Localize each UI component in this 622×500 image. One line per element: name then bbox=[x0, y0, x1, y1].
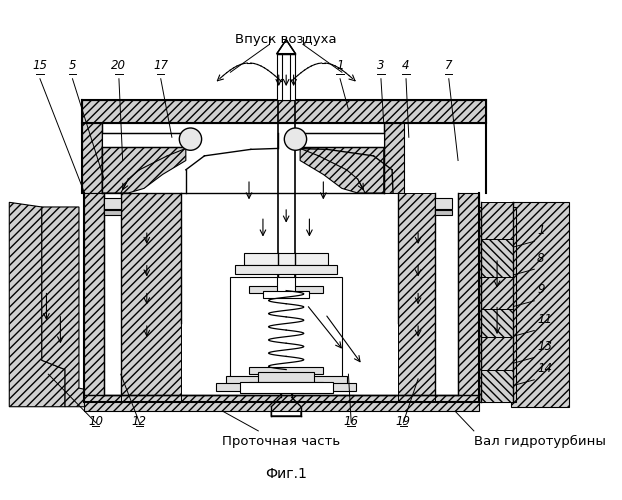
Polygon shape bbox=[511, 202, 569, 406]
Bar bbox=[481, 337, 513, 370]
Bar bbox=[235, 264, 337, 274]
Polygon shape bbox=[277, 40, 295, 54]
Bar bbox=[81, 124, 102, 193]
Bar bbox=[83, 394, 478, 411]
Text: 14: 14 bbox=[537, 362, 552, 375]
Text: Проточная часть: Проточная часть bbox=[223, 434, 341, 448]
Circle shape bbox=[284, 128, 307, 150]
Text: 13: 13 bbox=[537, 340, 552, 353]
Bar bbox=[83, 193, 104, 402]
Text: Впуск воздуха: Впуск воздуха bbox=[235, 33, 337, 46]
Bar bbox=[481, 202, 513, 239]
Bar bbox=[102, 132, 190, 146]
Bar bbox=[230, 276, 342, 384]
Bar bbox=[384, 124, 404, 193]
Bar bbox=[295, 132, 384, 146]
Text: Вал гидротурбины: Вал гидротурбины bbox=[474, 434, 606, 448]
Polygon shape bbox=[478, 207, 516, 402]
Text: 12: 12 bbox=[132, 415, 147, 428]
Bar bbox=[104, 198, 121, 209]
Bar bbox=[244, 254, 328, 264]
Polygon shape bbox=[102, 146, 186, 193]
Text: 8: 8 bbox=[537, 252, 544, 264]
Text: 15: 15 bbox=[32, 59, 47, 72]
Bar bbox=[239, 382, 333, 393]
Bar bbox=[226, 376, 346, 387]
Polygon shape bbox=[300, 146, 384, 193]
Text: 3: 3 bbox=[377, 59, 384, 72]
Bar bbox=[458, 193, 478, 402]
Bar bbox=[277, 276, 295, 295]
Text: 7: 7 bbox=[445, 59, 453, 72]
Bar bbox=[481, 370, 513, 402]
Polygon shape bbox=[42, 207, 102, 406]
Bar bbox=[481, 309, 513, 337]
Bar bbox=[435, 210, 452, 216]
Text: 11: 11 bbox=[537, 313, 552, 326]
Bar bbox=[249, 286, 323, 294]
Bar bbox=[104, 210, 121, 216]
Bar bbox=[216, 384, 356, 391]
Bar bbox=[277, 54, 295, 100]
Text: 16: 16 bbox=[344, 415, 359, 428]
Bar bbox=[263, 290, 309, 298]
Bar bbox=[435, 198, 452, 209]
Text: 4: 4 bbox=[402, 59, 410, 72]
Circle shape bbox=[179, 128, 202, 150]
Text: 5: 5 bbox=[68, 59, 77, 72]
Text: 1: 1 bbox=[537, 224, 544, 236]
Bar bbox=[481, 240, 513, 277]
Bar bbox=[249, 382, 323, 389]
Text: 20: 20 bbox=[111, 59, 126, 72]
Bar bbox=[121, 193, 181, 402]
Polygon shape bbox=[271, 365, 301, 416]
Polygon shape bbox=[9, 202, 65, 406]
Text: 9: 9 bbox=[537, 283, 544, 296]
Text: 17: 17 bbox=[153, 59, 168, 72]
Bar bbox=[397, 193, 435, 402]
Text: 19: 19 bbox=[396, 415, 411, 428]
Bar bbox=[258, 372, 314, 384]
Text: 10: 10 bbox=[88, 415, 103, 428]
Bar bbox=[81, 100, 486, 124]
Text: Фиг.1: Фиг.1 bbox=[265, 467, 307, 481]
Text: 1: 1 bbox=[337, 59, 344, 72]
Bar bbox=[249, 367, 323, 374]
Bar bbox=[481, 276, 513, 309]
